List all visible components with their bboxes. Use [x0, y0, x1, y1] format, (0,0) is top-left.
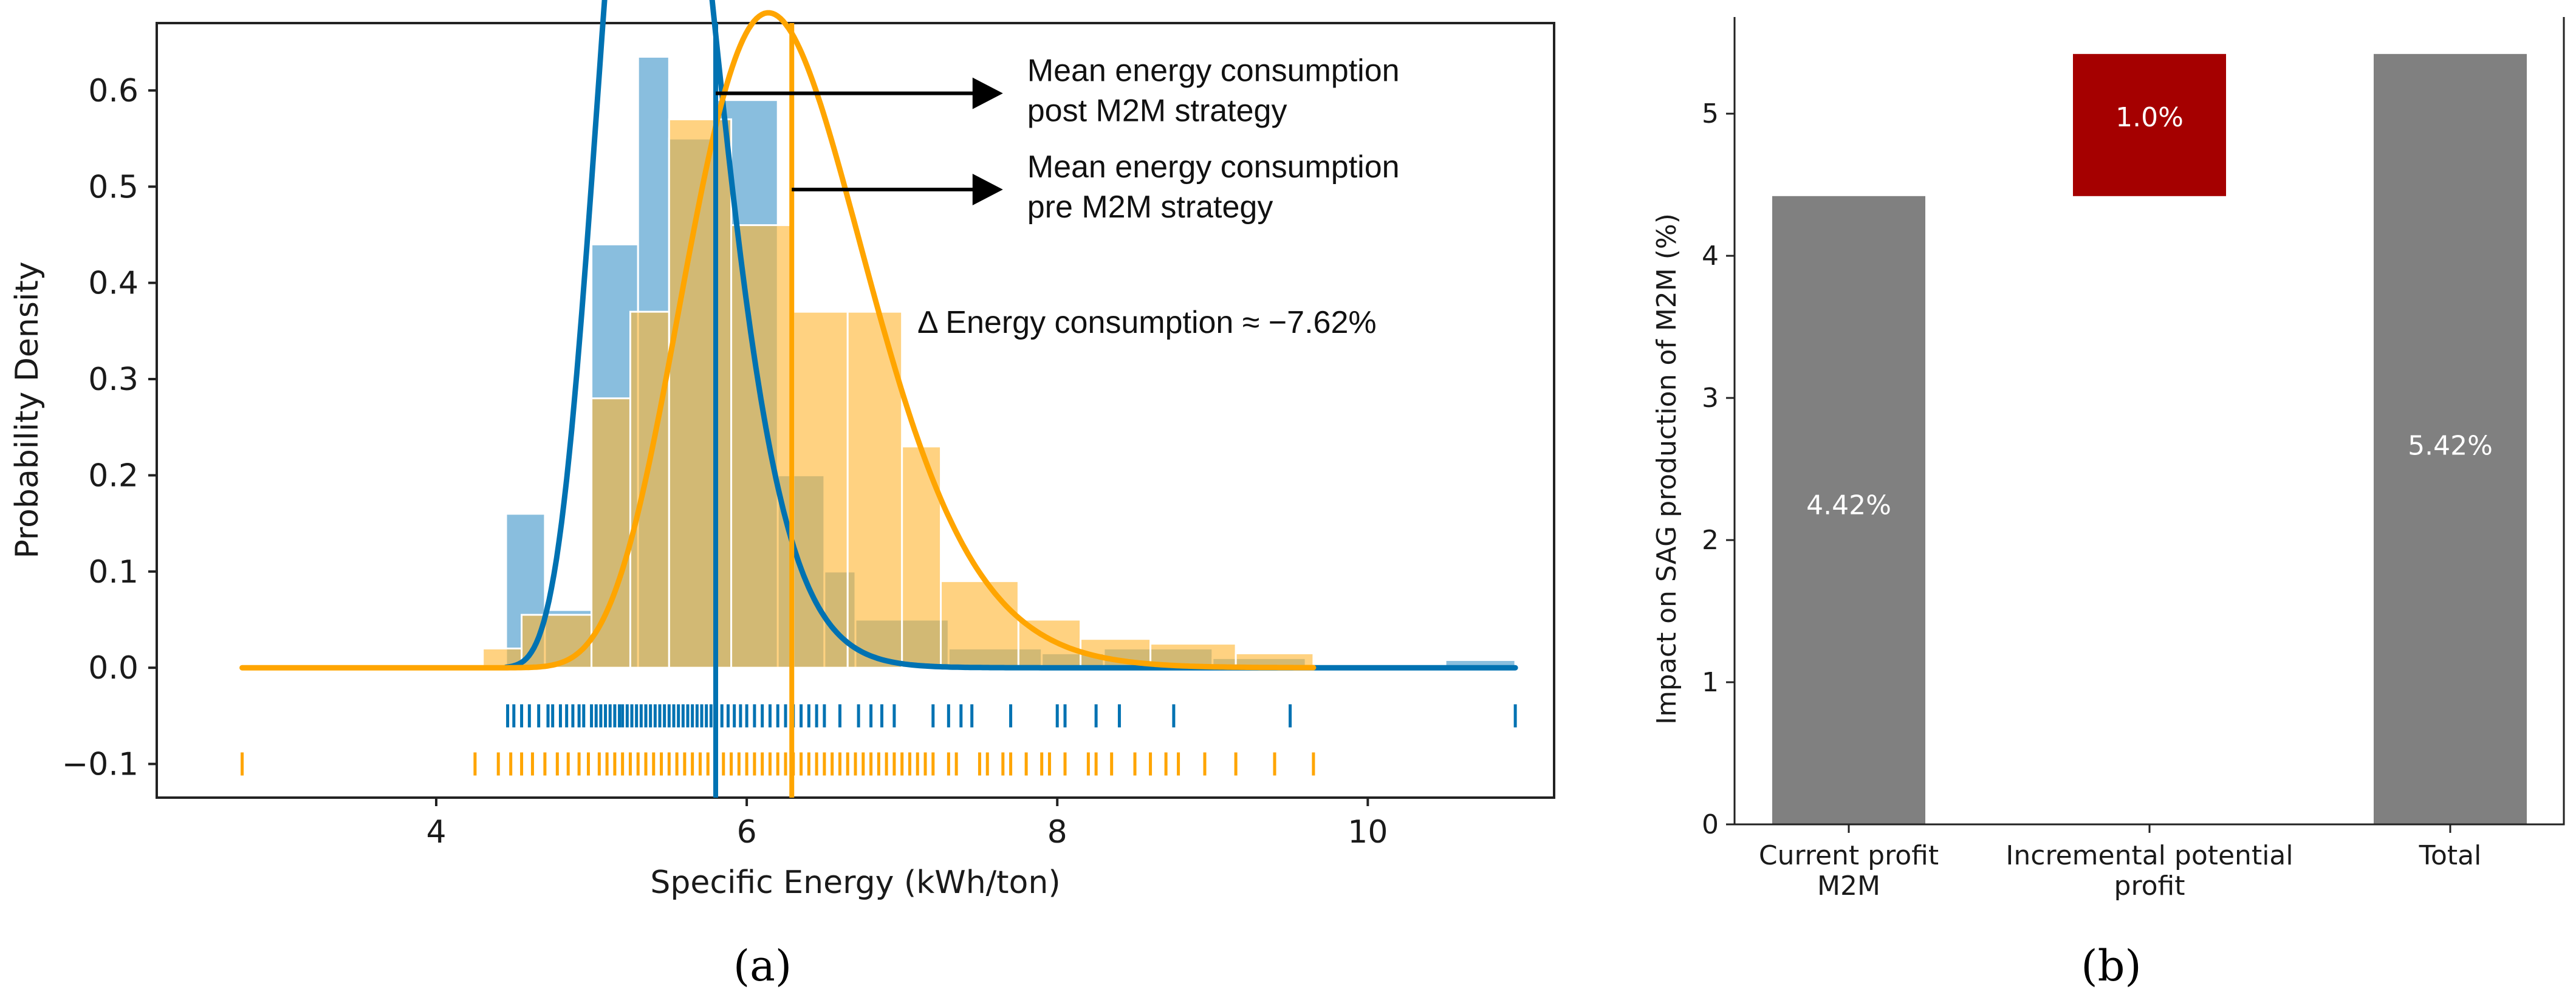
panel-a-caption: (a) [733, 941, 792, 991]
panel-a-kde-curves [239, 0, 1518, 671]
annotation-label-line1-0: Mean energy consumption [1027, 53, 1400, 89]
panel-a-histogram-chart: Mean energy consumption post M2M strategy… [9, 0, 1555, 991]
panel-a-y-tick-label-3: 0.2 [88, 457, 139, 494]
pre-histogram-bar-5 [730, 224, 795, 669]
panel-a-y-tick-label-7: 0.6 [88, 73, 139, 109]
panel-a-y-tick-label-2: 0.1 [88, 554, 139, 590]
pre-histogram-bar-3 [629, 310, 670, 669]
panel-a-x-tick-label-2: 8 [1047, 814, 1067, 850]
annotation-arrow-head-0 [972, 77, 1003, 109]
bar-1 [2073, 53, 2226, 196]
panel-a-x-tick-label-0: 4 [426, 814, 446, 850]
panel-b-y-tick-label-4: 4 [1702, 241, 1719, 272]
bar-value-label-2: 5.42% [2408, 430, 2493, 461]
panel-a-y-tick-label-0: −0.1 [62, 747, 139, 783]
pre-kde-curve [239, 10, 1317, 671]
panel-b-caption: (b) [2081, 941, 2141, 991]
bar-2 [2374, 53, 2527, 825]
post-kde-curve [503, 0, 1518, 671]
panel-b-y-tick-label-1: 1 [1702, 667, 1719, 698]
pre-histogram-bar-9 [940, 580, 1019, 669]
panel-a-y-axis-label: Probability Density [9, 261, 46, 558]
panel-a-x-tick-label-3: 10 [1348, 814, 1388, 850]
panel-a-y-tick-label-6: 0.5 [88, 169, 139, 205]
panel-b-category-label-2-line-0: Total [2419, 840, 2482, 871]
panel-a-y-tick-label-4: 0.3 [88, 361, 139, 398]
panel-a-mean-lines [713, 23, 795, 798]
panel-a-y-tick-label-1: 0.0 [88, 650, 139, 686]
panel-b-y-tick-label-3: 3 [1702, 383, 1719, 414]
annotation-label-line2-1: pre M2M strategy [1027, 190, 1273, 225]
annotation-label-line2-0: post M2M strategy [1027, 94, 1287, 129]
panel-b-y-tick-label-5: 5 [1702, 98, 1719, 129]
panel-b-y-axis-label: Impact on SAG production of M2M (%) [1651, 213, 1682, 725]
bar-value-label-1: 1.0% [2115, 102, 2184, 133]
panel-b-y-tick-label-0: 0 [1702, 809, 1719, 840]
panel-a-x-axis-label: Specific Energy (kWh/ton) [650, 864, 1060, 901]
annotation-arrow-head-1 [972, 174, 1003, 206]
panel-b-bars: 4.42% 1.0% 5.42% [1772, 53, 2527, 825]
panel-b-category-label-1-line-1: profit [2114, 871, 2185, 902]
bar-value-label-0: 4.42% [1806, 490, 1891, 521]
panel-a-axes: 4 6 8 10 −0.1 0.0 0.1 0.2 0.3 0.4 0.5 0.6 [62, 73, 1388, 850]
panel-a-y-tick-label-5: 0.4 [88, 265, 139, 302]
panel-a-x-tick-label-1: 6 [737, 814, 757, 850]
panel-a-annotations: Mean energy consumption post M2M strategy… [716, 53, 1400, 225]
annotation-label-line1-1: Mean energy consumption [1027, 149, 1400, 185]
bar-0 [1772, 196, 1925, 825]
panel-b-y-tick-label-2: 2 [1702, 525, 1719, 556]
panel-b-category-label-0-line-1: M2M [1817, 871, 1880, 902]
pre-histogram-bar-1 [521, 614, 593, 669]
panel-b-category-label-1-line-0: Incremental potential [2006, 840, 2293, 871]
panel-b-category-label-0-line-0: Current profit [1759, 840, 1939, 871]
delta-energy-annotation: Δ Energy consumption ≈ −7.62% [917, 305, 1377, 340]
pre-histogram-bar-2 [591, 397, 631, 669]
